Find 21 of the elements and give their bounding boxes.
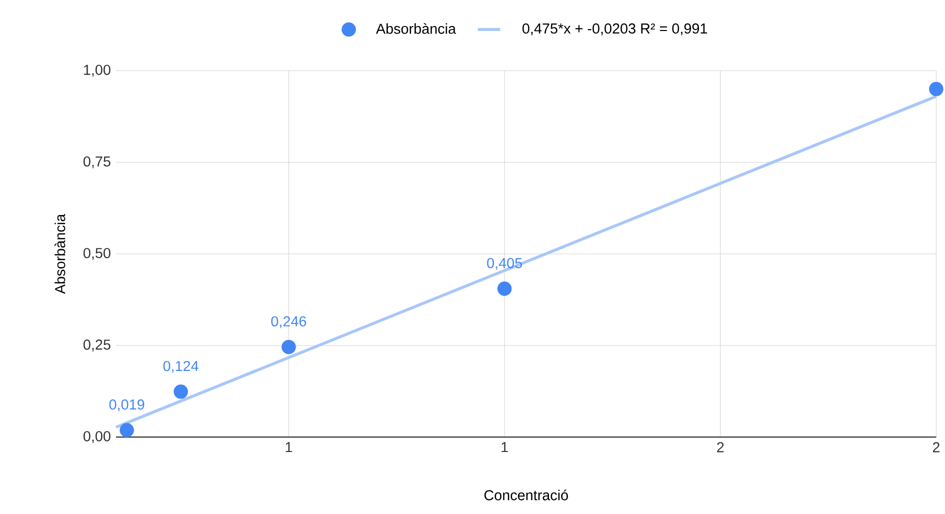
y-tick-label: 0,25 [84, 340, 110, 352]
y-tick-label: 0,75 [84, 156, 110, 168]
data-label: 0,019 [109, 400, 144, 412]
y-tick-label: 0,50 [84, 248, 110, 260]
point [120, 423, 134, 438]
data-label: 0,124 [163, 361, 198, 373]
y-tick-label: 1,00 [84, 64, 110, 77]
x-tick-label: 2 [717, 442, 724, 452]
x-axis-title: Concentració [484, 490, 568, 500]
point [282, 340, 296, 354]
point [174, 384, 188, 399]
legend-label: Absorbància [376, 23, 456, 34]
x-tick-label: 1 [502, 442, 508, 452]
data-label: 0,246 [271, 316, 306, 328]
legend-label: 0,475*x + -0,0203 R² = 0,991 [522, 24, 708, 36]
x-tick-label: 1 [286, 442, 292, 452]
data-label: 0,405 [487, 258, 522, 270]
y-axis-title: Absorbància [54, 214, 66, 294]
x-tick-label: 2 [932, 442, 940, 452]
point [497, 282, 512, 296]
y-tick-label: 0,00 [84, 431, 110, 444]
